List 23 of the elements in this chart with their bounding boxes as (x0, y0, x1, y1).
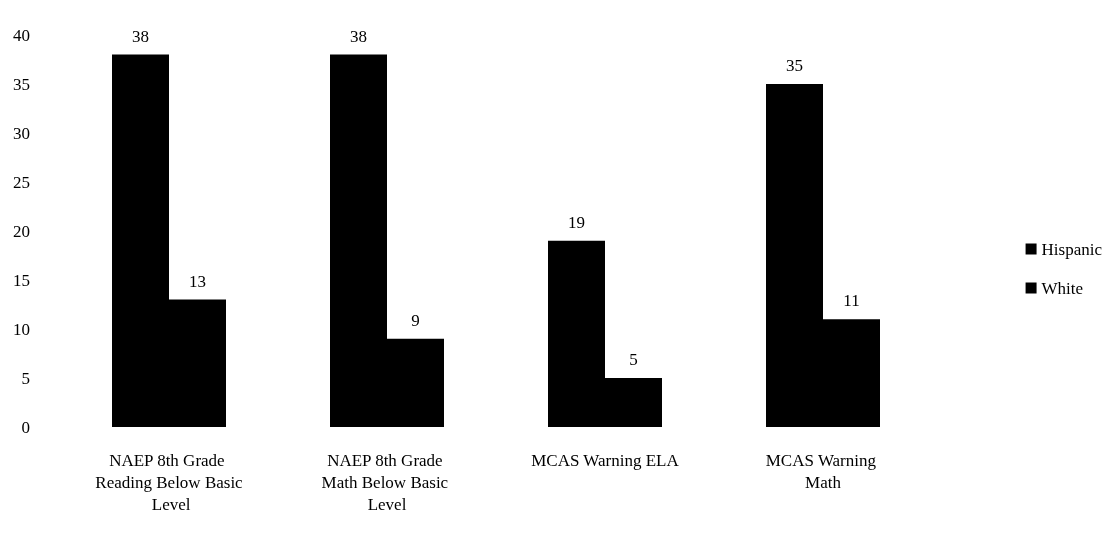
y-tick-label: 25 (13, 172, 30, 192)
legend-label: Hispanic (1041, 239, 1103, 259)
y-tick-label: 30 (13, 123, 30, 143)
x-tick-label: MCAS Warning Math (765, 450, 881, 492)
data-label: 38 (350, 26, 367, 46)
x-tick-label: MCAS Warning ELA (531, 450, 680, 470)
legend-label: White (1041, 278, 1084, 298)
y-tick-label: 15 (13, 270, 30, 290)
y-tick-label: 5 (21, 368, 30, 388)
data-label: 11 (843, 291, 860, 311)
data-label: 9 (411, 310, 420, 330)
data-label: 5 (629, 350, 638, 369)
y-tick-label: 20 (13, 221, 30, 241)
data-label: 13 (189, 271, 206, 291)
y-tick-label: 0 (21, 417, 30, 437)
y-tick-label: 35 (13, 74, 30, 94)
x-tick-label: NAEP 8th Grade Math Below Basic Level (321, 450, 453, 514)
x-tick-label: NAEP 8th Grade Reading Below Basic Level (95, 450, 244, 514)
y-tick-label: 10 (13, 319, 30, 339)
data-label: 19 (568, 212, 585, 232)
data-label: 38 (132, 26, 149, 46)
data-label: 35 (786, 56, 803, 75)
y-tick-label: 40 (13, 25, 30, 45)
